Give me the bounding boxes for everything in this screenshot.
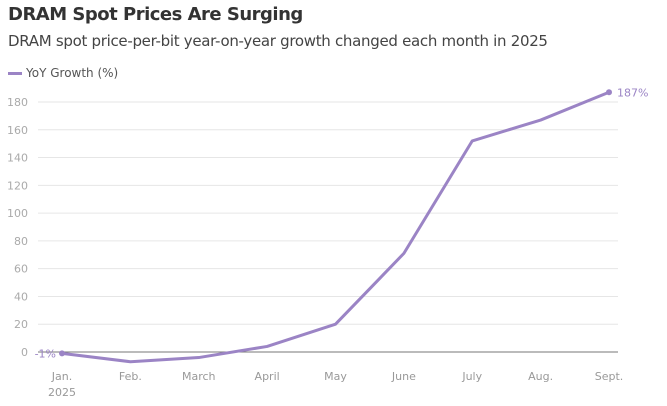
y-tick-label: 20 [14, 318, 28, 331]
y-tick-label: 180 [7, 96, 28, 109]
x-tick-label: April [255, 370, 280, 383]
legend: YoY Growth (%) [8, 66, 118, 80]
y-tick-label: 120 [7, 179, 28, 192]
x-tick-label: Aug. [528, 370, 553, 383]
x-tick-label: May [324, 370, 347, 383]
x-tick-label: July [461, 370, 482, 383]
data-label: -1% [35, 347, 56, 360]
x-tick-label: Jan. [51, 370, 72, 383]
x-tick-label: June [391, 370, 416, 383]
legend-swatch [8, 71, 22, 75]
data-label: 187% [617, 86, 648, 99]
x-tick-label: Feb. [119, 370, 142, 383]
y-tick-label: 40 [14, 290, 28, 303]
data-point [606, 89, 612, 96]
x-tick-label: Sept. [595, 370, 624, 383]
x-tick-label: March [182, 370, 216, 383]
chart-subtitle: DRAM spot price-per-bit year-on-year gro… [8, 32, 548, 50]
x-tick-sublabel: 2025 [48, 386, 76, 399]
y-tick-label: 140 [7, 152, 28, 165]
series-line [61, 90, 610, 364]
y-tick-label: 80 [14, 235, 28, 248]
y-tick-label: 160 [7, 124, 28, 137]
data-point [59, 350, 65, 357]
y-tick-label: 0 [21, 346, 28, 359]
y-tick-label: 100 [7, 207, 28, 220]
chart-title: DRAM Spot Prices Are Surging [8, 4, 303, 25]
legend-label: YoY Growth (%) [26, 66, 119, 80]
y-tick-label: 60 [14, 263, 28, 276]
